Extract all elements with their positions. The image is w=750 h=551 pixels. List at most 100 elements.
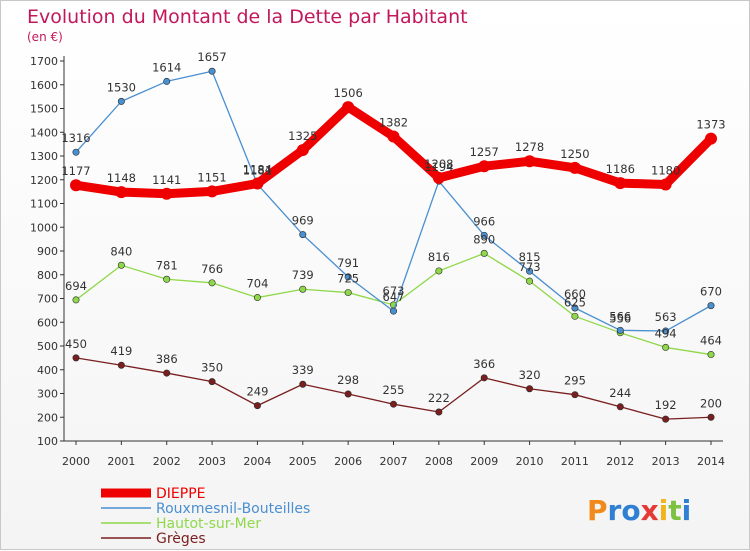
data-label: 816 — [428, 250, 450, 264]
data-label: 566 — [609, 309, 631, 323]
data-label: 791 — [337, 256, 359, 270]
data-point — [117, 361, 125, 369]
axes: 1002003004005006007008009001000110012001… — [30, 55, 725, 468]
data-point — [253, 294, 261, 302]
data-point — [163, 369, 171, 377]
data-point — [478, 160, 491, 173]
data-label: 1208 — [424, 157, 453, 171]
y-tick-label: 1700 — [30, 55, 58, 68]
data-point — [344, 289, 352, 297]
data-point — [707, 413, 715, 421]
data-point — [571, 312, 579, 320]
x-tick-label: 2000 — [62, 455, 90, 468]
data-label: 1184 — [243, 163, 272, 177]
y-tick-label: 200 — [37, 411, 58, 424]
data-label: 450 — [65, 337, 87, 351]
data-label: 1148 — [107, 171, 136, 185]
x-tick-label: 2012 — [606, 455, 634, 468]
x-tick-label: 2009 — [470, 455, 498, 468]
y-tick-label: 1300 — [30, 150, 58, 163]
data-label: 350 — [201, 361, 223, 375]
data-label: 563 — [655, 310, 677, 324]
chart-title: Evolution du Montant de la Dette par Hab… — [27, 6, 468, 28]
data-label: 890 — [473, 232, 495, 246]
data-point — [160, 187, 173, 200]
data-label: 255 — [383, 383, 405, 397]
x-tick-label: 2001 — [107, 455, 135, 468]
logo-letter: P — [587, 494, 608, 527]
x-tick-label: 2002 — [153, 455, 181, 468]
data-label: 1186 — [606, 162, 635, 176]
data-point — [342, 101, 355, 114]
data-label: 1506 — [334, 86, 363, 100]
data-label: 673 — [383, 284, 405, 298]
x-tick-label: 2011 — [561, 455, 589, 468]
data-label: 966 — [473, 214, 495, 228]
data-label: 419 — [110, 344, 132, 358]
data-point — [435, 267, 443, 275]
data-point — [523, 155, 536, 168]
data-label: 1181 — [243, 163, 272, 177]
logo-letter: i — [659, 494, 669, 527]
data-label: 704 — [246, 277, 268, 291]
data-label: 320 — [519, 368, 541, 382]
legend-label: Rouxmesnil-Bouteilles — [156, 501, 310, 517]
data-label: 781 — [156, 258, 178, 272]
data-label: 815 — [519, 250, 541, 264]
data-label: 386 — [156, 352, 178, 366]
data-point — [389, 400, 397, 408]
data-point — [614, 177, 627, 190]
data-label: 494 — [655, 326, 677, 340]
data-label: 244 — [609, 386, 631, 400]
x-tick-label: 2010 — [516, 455, 544, 468]
data-point — [115, 186, 128, 199]
legend-label: Grèges — [156, 531, 206, 547]
data-point — [568, 161, 581, 174]
data-point — [163, 77, 171, 85]
data-label: 647 — [383, 290, 405, 304]
data-label: 840 — [110, 244, 132, 258]
data-point — [296, 144, 309, 157]
logo-letter: i — [682, 494, 692, 527]
x-tick-label: 2004 — [243, 455, 271, 468]
y-tick-label: 100 — [37, 435, 58, 448]
data-label: 725 — [337, 272, 359, 286]
data-label: 670 — [700, 285, 722, 299]
data-label: 969 — [292, 214, 314, 228]
data-point — [72, 354, 80, 362]
data-label: 1382 — [379, 116, 408, 130]
data-point — [662, 343, 670, 351]
data-point — [72, 148, 80, 156]
logo-letter: t — [668, 494, 681, 527]
data-point — [206, 185, 219, 198]
data-point — [299, 380, 307, 388]
data-point — [72, 296, 80, 304]
y-tick-label: 1000 — [30, 221, 58, 234]
data-point — [253, 402, 261, 410]
data-point — [616, 326, 624, 334]
data-label: 464 — [700, 334, 722, 348]
data-point — [707, 302, 715, 310]
data-label: 1325 — [288, 129, 317, 143]
data-point — [432, 171, 445, 184]
data-point — [70, 179, 82, 192]
data-label: 625 — [564, 295, 586, 309]
data-point — [662, 327, 670, 335]
data-point — [208, 279, 216, 287]
data-label: 1141 — [152, 173, 181, 187]
data-label: 1250 — [560, 147, 589, 161]
y-tick-label: 1500 — [30, 103, 58, 116]
data-point — [117, 261, 125, 269]
data-point — [117, 97, 125, 105]
data-label: 1316 — [61, 131, 90, 145]
data-point — [480, 374, 488, 382]
legend-label: DIEPPE — [156, 486, 206, 502]
data-label: 739 — [292, 268, 314, 282]
data-point — [435, 408, 443, 416]
logo-letter: x — [641, 494, 659, 527]
data-point — [707, 351, 715, 359]
data-point — [387, 130, 400, 143]
data-label: 1151 — [197, 170, 226, 184]
data-label: 339 — [292, 363, 314, 377]
